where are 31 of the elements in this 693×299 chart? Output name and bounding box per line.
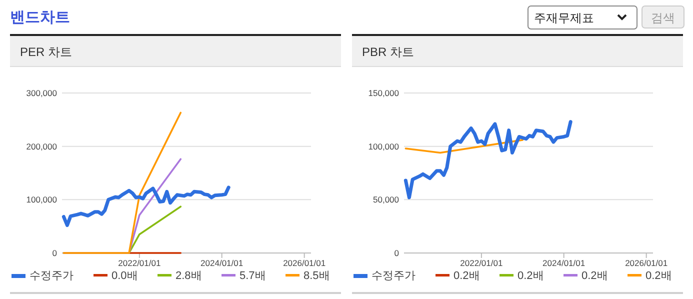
y-tick-label: 150,000 (368, 88, 400, 98)
legend-label: 0.2배 (582, 270, 608, 282)
y-tick-label: 100,000 (368, 141, 400, 152)
legend-label: 0.2배 (646, 270, 672, 282)
text: 밴드차트 (10, 9, 70, 26)
y-tick-label: 300,000 (26, 88, 58, 98)
x-tick-label: 2022/01/01 (460, 258, 503, 268)
x-tick-label: 2022/01/01 (118, 258, 161, 268)
y-tick-label: 50,000 (373, 194, 400, 205)
text: 검색 (651, 11, 675, 25)
line-series (62, 186, 230, 228)
legend-label: 0.2배 (454, 270, 480, 282)
legend-label: 0.0배 (112, 270, 138, 282)
x-tick-label: 2024/01/01 (200, 258, 244, 268)
y-tick-label: 0 (394, 248, 400, 258)
x-tick-label: 2026/01/01 (625, 258, 668, 268)
chart-title: PBR 차트 (362, 45, 414, 59)
x-tick-label: 2026/01/01 (283, 258, 326, 268)
y-tick-label: 0 (52, 248, 58, 258)
legend-label: 수정주가 (372, 270, 416, 282)
legend-label: 8.5배 (304, 270, 330, 282)
y-tick-label: 200,000 (26, 141, 58, 152)
legend-label: 2.8배 (176, 270, 202, 282)
legend-label: 5.7배 (240, 270, 266, 282)
x-tick-label: 2024/01/01 (542, 258, 586, 268)
chart-title: PER 차트 (20, 45, 72, 59)
line-series (404, 120, 572, 200)
legend-label: 수정주가 (30, 270, 74, 282)
legend-label: 0.2배 (518, 270, 544, 282)
y-tick-label: 100,000 (26, 194, 58, 205)
text: 주재무제표 (534, 11, 594, 25)
